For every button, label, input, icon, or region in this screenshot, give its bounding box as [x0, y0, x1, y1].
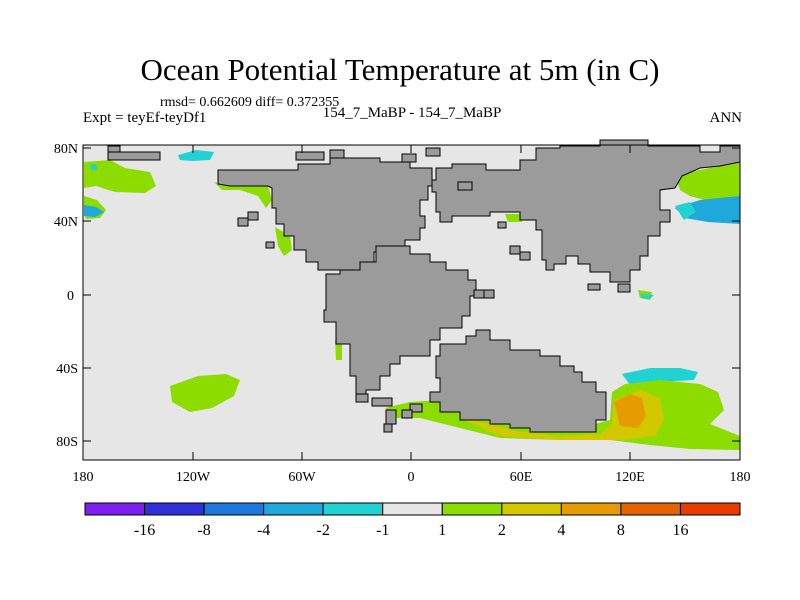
colorbar-label: 2 [498, 522, 506, 539]
colorbar-swatch [84, 502, 146, 516]
colorbar-swatch [620, 502, 681, 516]
land-island [107, 151, 161, 161]
x-tick-label: 180 [730, 470, 751, 485]
anomaly-patch-cyan [675, 202, 696, 220]
land-gondwana-east [429, 329, 607, 433]
x-tick-label: 60W [288, 470, 316, 485]
anomaly-patches [84, 150, 740, 450]
land-island [355, 393, 369, 403]
anomaly-patch-green [170, 374, 240, 412]
y-tick-label: 40N [54, 215, 78, 230]
anomaly-patch-cyan [622, 368, 698, 385]
colorbar-label: -8 [197, 522, 210, 539]
land-island [509, 245, 521, 255]
land-gondwana-west [323, 245, 477, 397]
land-island [617, 283, 631, 293]
land-island [409, 403, 423, 413]
axis-ticks [83, 145, 740, 460]
y-tick-label: 80S [56, 435, 78, 450]
land-island [383, 423, 393, 433]
colorbar-swatch [144, 502, 205, 516]
land-island [483, 289, 495, 299]
colorbar-swatch [560, 502, 622, 516]
land-island [497, 221, 507, 229]
colorbar-swatch [501, 502, 562, 516]
anomaly-patch-green [505, 214, 522, 222]
plot-title: Ocean Potential Temperature at 5m (in C) [140, 52, 660, 87]
colorbar-label: -4 [257, 522, 270, 539]
y-tick-label: 80N [54, 142, 78, 157]
anomaly-patch-orange [614, 394, 646, 428]
colorbar: -16 -8 -4 -2 -1 1 2 4 8 16 [84, 502, 741, 539]
anomaly-patch-cyan [178, 150, 214, 161]
anomaly-patch-yellow [460, 390, 664, 440]
x-tick-label: 0 [408, 470, 415, 485]
axis-labels: 80N 40N 0 40S 80S 180 120W 60W 0 60E 120… [54, 142, 751, 485]
land-island [519, 251, 531, 261]
land-laurasia-west [217, 157, 433, 271]
land-island [385, 409, 397, 425]
x-tick-label: 120E [615, 470, 645, 485]
land-island [237, 217, 249, 227]
case-label: 154_7_MaBP - 154_7_MaBP [322, 105, 502, 121]
colorbar-label: -1 [376, 522, 389, 539]
experiment-label: Expt = teyEf-teyDf1 [83, 110, 207, 126]
land-island [457, 181, 473, 191]
land-island [295, 151, 325, 161]
land-island [587, 283, 601, 291]
x-tick-label: 60E [510, 470, 533, 485]
land-island [401, 153, 417, 163]
land-mask [107, 139, 741, 433]
y-tick-label: 40S [56, 362, 78, 377]
x-tick-label: 120W [176, 470, 211, 485]
colorbar-swatch [203, 502, 265, 516]
colorbar-swatch [441, 502, 503, 516]
x-tick-label: 180 [73, 470, 94, 485]
land-island [329, 149, 345, 159]
colorbar-label: 4 [557, 522, 565, 539]
colorbar-swatch [322, 502, 384, 516]
anomaly-patch-cyan [90, 164, 97, 170]
colorbar-label: 1 [438, 522, 446, 539]
colorbar-label: 8 [617, 522, 625, 539]
land-island [247, 211, 259, 221]
anomaly-patch-green [335, 340, 342, 360]
anomaly-patch-lightblue [675, 196, 740, 224]
colorbar-label: -2 [317, 522, 330, 539]
anomaly-patch-green [275, 227, 292, 256]
anomaly-patch-green [214, 182, 272, 208]
colorbar-swatch [382, 502, 443, 516]
land-island [425, 147, 441, 157]
land-laurasia-east [431, 139, 741, 283]
land-island [371, 397, 393, 407]
colorbar-swatch [263, 502, 324, 516]
season-label: ANN [709, 110, 743, 126]
stats-text: rmsd= 0.662609 diff= 0.372355 [160, 95, 340, 110]
land-island [401, 409, 413, 419]
anomaly-patch-lightblue [84, 205, 104, 217]
anomaly-patch-cyan [640, 294, 654, 299]
colorbar-swatch [679, 502, 741, 516]
y-tick-label: 0 [67, 289, 74, 304]
colorbar-label: -16 [134, 522, 155, 539]
anomaly-patch-green [675, 162, 740, 202]
anomaly-patch-green [84, 160, 156, 193]
land-island [265, 241, 275, 249]
colorbar-label: 16 [672, 522, 688, 539]
